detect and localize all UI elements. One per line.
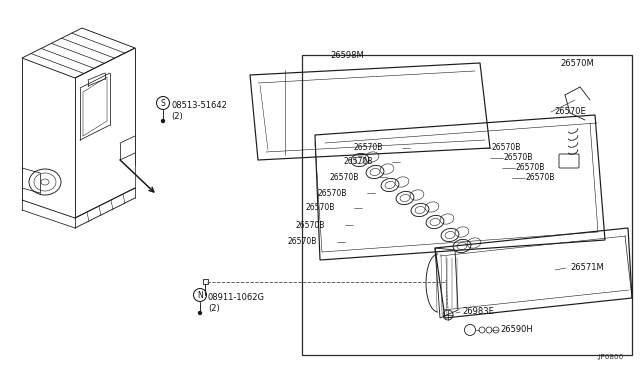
Text: 26570B: 26570B [504,154,533,163]
Text: 26570B: 26570B [516,164,545,173]
Text: 26570B: 26570B [318,189,348,198]
Text: 26570E: 26570E [554,108,586,116]
Text: .JP6800: .JP6800 [596,354,623,360]
Text: (2): (2) [171,112,183,122]
Bar [302,55,632,355]
Text: 26598M: 26598M [330,51,364,60]
Text: 26570B: 26570B [288,237,317,247]
Text: 26570B: 26570B [526,173,556,183]
Text: 26570B: 26570B [305,203,334,212]
Text: 26570B: 26570B [330,173,360,182]
Text: (2): (2) [208,305,220,314]
Text: 26983E: 26983E [462,308,494,317]
Text: 08911-1062G: 08911-1062G [208,294,265,302]
Bar [203,279,208,284]
Text: 26590H: 26590H [500,326,532,334]
Text: 26570B: 26570B [296,221,325,230]
Text: 26571M: 26571M [570,263,604,273]
Text: 26570B: 26570B [343,157,372,167]
Text: 08513-51642: 08513-51642 [171,102,227,110]
Text: S: S [161,99,165,108]
Circle shape [198,311,202,314]
Text: N: N [197,291,203,299]
Text: 26570M: 26570M [560,58,594,67]
Text: 26570B: 26570B [353,144,382,153]
Text: 26570B: 26570B [492,144,522,153]
Circle shape [161,119,164,122]
